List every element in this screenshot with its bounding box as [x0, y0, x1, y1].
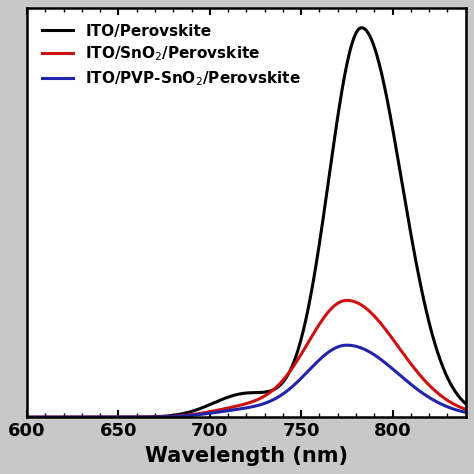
ITO/Perovskite: [192, 408, 198, 413]
ITO/SnO$_2$/Perovskite: [407, 360, 413, 365]
ITO/Perovskite: [455, 392, 460, 397]
Legend: ITO/Perovskite, ITO/SnO$_2$/Perovskite, ITO/PVP-SnO$_2$/Perovskite: ITO/Perovskite, ITO/SnO$_2$/Perovskite, …: [35, 16, 309, 96]
ITO/Perovskite: [359, 25, 365, 31]
ITO/Perovskite: [100, 414, 106, 420]
ITO/SnO$_2$/Perovskite: [455, 403, 460, 409]
ITO/SnO$_2$/Perovskite: [211, 408, 217, 414]
ITO/SnO$_2$/Perovskite: [100, 414, 106, 420]
Line: ITO/PVP-SnO$_2$/Perovskite: ITO/PVP-SnO$_2$/Perovskite: [27, 345, 465, 417]
ITO/PVP-SnO$_2$/Perovskite: [100, 414, 106, 420]
Line: ITO/Perovskite: ITO/Perovskite: [27, 28, 465, 417]
ITO/PVP-SnO$_2$/Perovskite: [24, 414, 30, 420]
ITO/SnO$_2$/Perovskite: [192, 411, 198, 417]
ITO/PVP-SnO$_2$/Perovskite: [74, 414, 80, 420]
ITO/PVP-SnO$_2$/Perovskite: [455, 407, 460, 413]
ITO/SnO$_2$/Perovskite: [24, 414, 30, 420]
ITO/PVP-SnO$_2$/Perovskite: [463, 410, 468, 415]
ITO/PVP-SnO$_2$/Perovskite: [344, 342, 350, 348]
ITO/Perovskite: [463, 401, 468, 407]
Line: ITO/SnO$_2$/Perovskite: ITO/SnO$_2$/Perovskite: [27, 301, 465, 417]
ITO/SnO$_2$/Perovskite: [74, 414, 80, 420]
ITO/PVP-SnO$_2$/Perovskite: [192, 412, 198, 418]
ITO/Perovskite: [211, 400, 217, 406]
X-axis label: Wavelength (nm): Wavelength (nm): [145, 446, 348, 465]
ITO/PVP-SnO$_2$/Perovskite: [407, 381, 413, 386]
ITO/SnO$_2$/Perovskite: [344, 298, 350, 303]
ITO/Perovskite: [407, 226, 413, 232]
ITO/Perovskite: [74, 414, 80, 420]
ITO/PVP-SnO$_2$/Perovskite: [211, 410, 217, 416]
ITO/Perovskite: [24, 414, 30, 420]
ITO/SnO$_2$/Perovskite: [463, 407, 468, 412]
